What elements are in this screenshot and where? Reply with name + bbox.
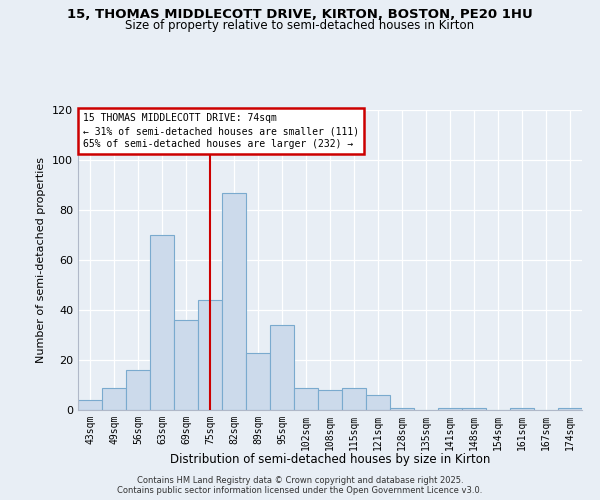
Bar xyxy=(390,408,414,410)
Text: 15, THOMAS MIDDLECOTT DRIVE, KIRTON, BOSTON, PE20 1HU: 15, THOMAS MIDDLECOTT DRIVE, KIRTON, BOS… xyxy=(67,8,533,20)
Text: Contains public sector information licensed under the Open Government Licence v3: Contains public sector information licen… xyxy=(118,486,482,495)
Bar xyxy=(558,408,582,410)
Bar xyxy=(510,408,534,410)
Bar xyxy=(366,395,390,410)
Bar xyxy=(78,400,102,410)
Bar xyxy=(438,408,462,410)
Bar xyxy=(198,300,222,410)
Bar xyxy=(126,370,150,410)
Bar xyxy=(270,325,294,410)
Bar xyxy=(318,390,342,410)
Bar xyxy=(462,408,486,410)
Bar xyxy=(102,388,126,410)
Bar xyxy=(342,388,366,410)
Y-axis label: Number of semi-detached properties: Number of semi-detached properties xyxy=(37,157,46,363)
Bar xyxy=(246,352,270,410)
Bar xyxy=(222,192,246,410)
Text: 15 THOMAS MIDDLECOTT DRIVE: 74sqm
← 31% of semi-detached houses are smaller (111: 15 THOMAS MIDDLECOTT DRIVE: 74sqm ← 31% … xyxy=(83,113,359,150)
Text: Distribution of semi-detached houses by size in Kirton: Distribution of semi-detached houses by … xyxy=(170,452,490,466)
Text: Contains HM Land Registry data © Crown copyright and database right 2025.: Contains HM Land Registry data © Crown c… xyxy=(137,476,463,485)
Bar xyxy=(174,320,198,410)
Bar xyxy=(150,235,174,410)
Text: Size of property relative to semi-detached houses in Kirton: Size of property relative to semi-detach… xyxy=(125,19,475,32)
Bar xyxy=(294,388,318,410)
